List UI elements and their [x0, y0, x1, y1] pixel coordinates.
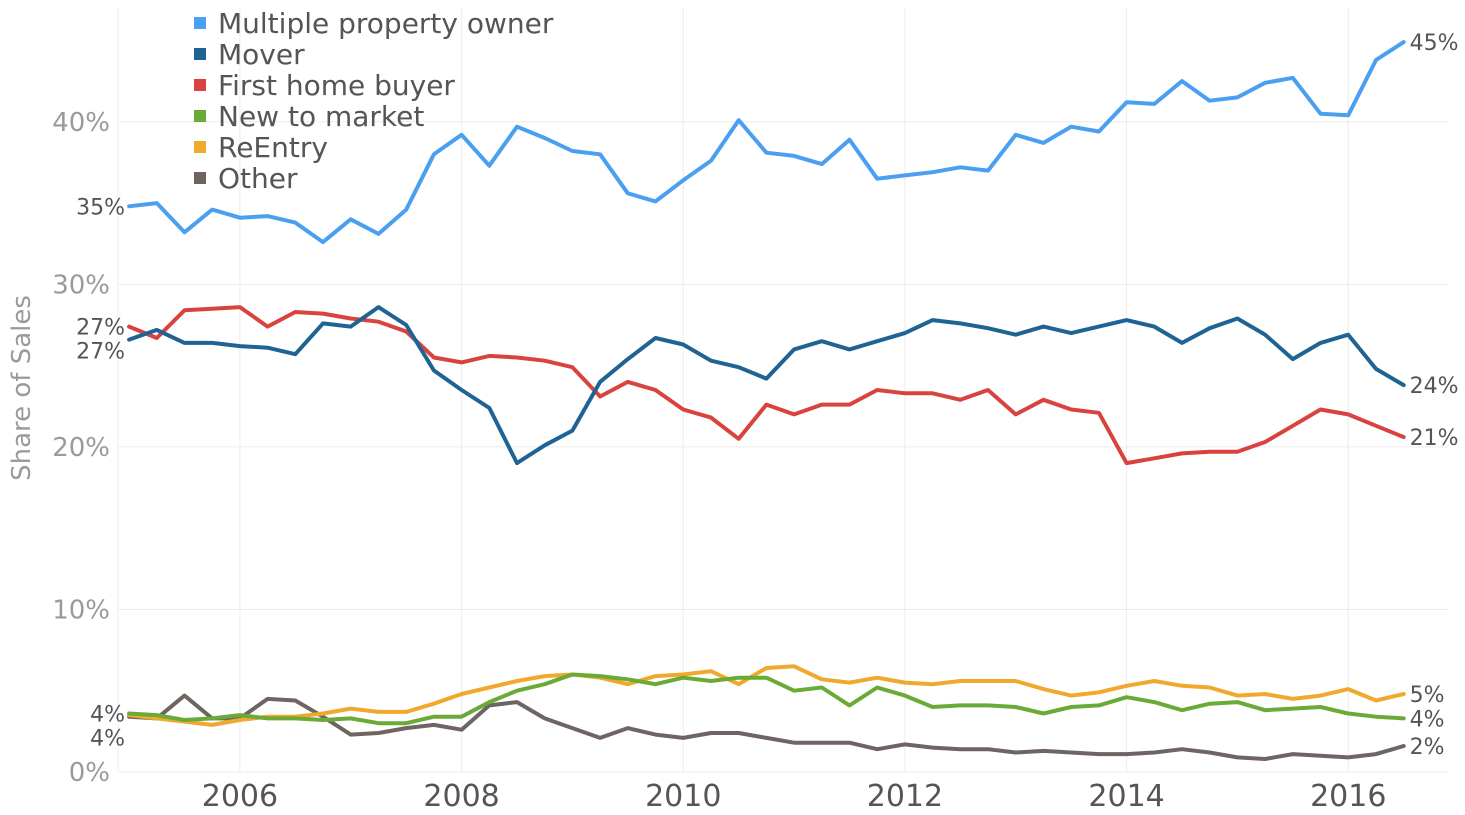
end-label: 4%: [1410, 707, 1445, 732]
legend-label: New to market: [218, 100, 424, 133]
series-line-reentry: [127, 664, 1406, 727]
y-axis: 0% 10% 20% 30% 40%: [52, 108, 110, 788]
series-labels: 35%27%27%4%4%45%24%21%5%4%2%: [76, 31, 1458, 760]
legend-swatch: [194, 110, 206, 122]
legend-label: Mover: [218, 38, 305, 71]
legend-label: Other: [218, 162, 298, 195]
start-label: 35%: [76, 195, 125, 220]
x-tick-label: 2016: [1310, 779, 1386, 814]
x-tick-label: 2010: [645, 779, 721, 814]
y-axis-title: Share of Sales: [7, 295, 37, 481]
series-line-new-to-market: [127, 672, 1406, 726]
legend-label: Multiple property owner: [218, 7, 554, 40]
y-tick-label: 0%: [69, 758, 110, 788]
y-tick-label: 30%: [52, 270, 110, 300]
series-line-other: [127, 693, 1406, 761]
y-tick-label: 20%: [52, 433, 110, 463]
y-tick-label: 10%: [52, 595, 110, 625]
x-tick-label: 2008: [423, 779, 499, 814]
y-tick-label: 40%: [52, 108, 110, 138]
series-line-mover: [127, 305, 1406, 466]
legend-swatch: [194, 79, 206, 91]
start-label: 27%: [76, 316, 125, 341]
x-tick-label: 2006: [202, 779, 278, 814]
plot-series: [127, 40, 1406, 761]
legend-swatch: [194, 141, 206, 153]
series-line-first-home-buyer: [127, 305, 1406, 466]
x-axis: 2006 2008 2010 2012 2014 2016: [202, 779, 1387, 814]
legend-swatch: [194, 48, 206, 60]
legend-swatch: [194, 17, 206, 29]
end-label: 5%: [1410, 683, 1445, 708]
start-label: 4%: [90, 726, 125, 751]
start-label: 27%: [76, 340, 125, 365]
end-label: 24%: [1410, 374, 1459, 399]
x-tick-label: 2012: [867, 779, 943, 814]
x-tick-label: 2014: [1088, 779, 1164, 814]
start-label: 4%: [90, 702, 125, 727]
end-label: 21%: [1410, 426, 1459, 451]
legend-label: ReEntry: [218, 131, 328, 164]
legend-label: First home buyer: [218, 69, 455, 102]
end-label: 45%: [1410, 31, 1459, 56]
legend-swatch: [194, 172, 206, 184]
end-label: 2%: [1410, 735, 1445, 760]
series-line-multiple-property-owner: [127, 40, 1406, 245]
